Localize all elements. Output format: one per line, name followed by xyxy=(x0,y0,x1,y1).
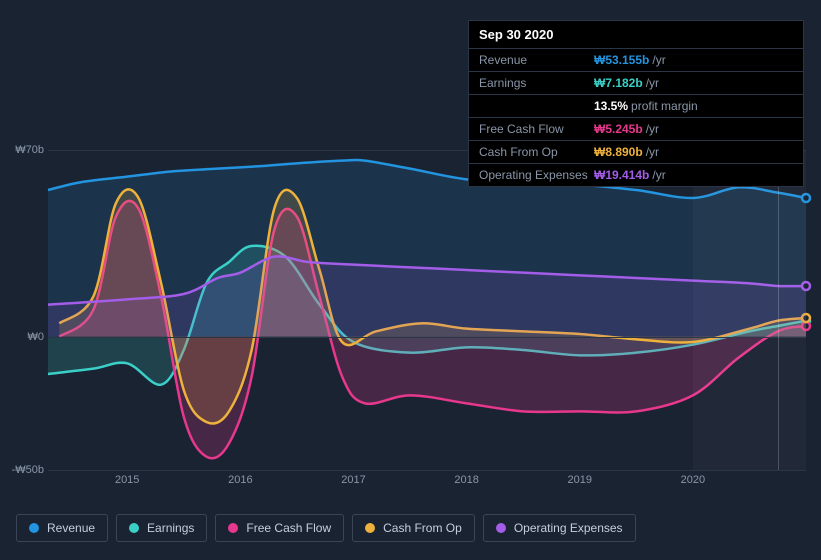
legend-label: Revenue xyxy=(47,521,95,535)
plot-area[interactable] xyxy=(48,150,806,470)
y-axis: ₩70b₩0-₩50b xyxy=(0,150,48,470)
x-tick: 2016 xyxy=(228,474,252,486)
forecast-band xyxy=(693,150,806,470)
legend-item-opex[interactable]: Operating Expenses xyxy=(483,514,636,542)
cursor-line xyxy=(778,150,779,470)
tooltip-row: Free Cash Flow₩5.245b /yr xyxy=(469,118,803,141)
x-tick: 2020 xyxy=(681,474,705,486)
tooltip-suffix: /yr xyxy=(652,53,665,67)
y-tick: ₩0 xyxy=(28,331,45,343)
tooltip-value: 13.5% xyxy=(594,99,628,113)
tooltip-suffix: /yr xyxy=(646,76,659,90)
legend-item-cfo[interactable]: Cash From Op xyxy=(352,514,475,542)
financial-chart: ₩70b₩0-₩50b 2015 2016 2017 2018 2019 2020 xyxy=(0,150,821,510)
y-tick: ₩70b xyxy=(15,144,44,156)
tooltip-date: Sep 30 2020 xyxy=(469,21,803,49)
tooltip-suffix: /yr xyxy=(646,145,659,159)
x-tick: 2015 xyxy=(115,474,139,486)
tooltip-value: ₩19.414b xyxy=(594,168,649,182)
tooltip-row: Revenue₩53.155b /yr xyxy=(469,49,803,72)
tooltip-label: Revenue xyxy=(479,53,594,67)
legend-item-revenue[interactable]: Revenue xyxy=(16,514,108,542)
tooltip-value: ₩7.182b xyxy=(594,76,643,90)
x-tick: 2018 xyxy=(454,474,478,486)
legend-dot-icon xyxy=(365,523,375,533)
tooltip-row: 13.5% profit margin xyxy=(469,95,803,118)
x-axis: 2015 2016 2017 2018 2019 2020 xyxy=(48,474,806,494)
gridline xyxy=(48,470,806,471)
legend-dot-icon xyxy=(29,523,39,533)
tooltip-label: Earnings xyxy=(479,76,594,90)
x-tick: 2019 xyxy=(567,474,591,486)
legend-item-fcf[interactable]: Free Cash Flow xyxy=(215,514,344,542)
tooltip-value: ₩53.155b xyxy=(594,53,649,67)
tooltip-row: Cash From Op₩8.890b /yr xyxy=(469,141,803,164)
legend-dot-icon xyxy=(228,523,238,533)
tooltip-label: Free Cash Flow xyxy=(479,122,594,136)
data-tooltip: Sep 30 2020 Revenue₩53.155b /yrEarnings₩… xyxy=(468,20,804,187)
legend-label: Free Cash Flow xyxy=(246,521,331,535)
tooltip-suffix: /yr xyxy=(646,122,659,136)
tooltip-suffix: profit margin xyxy=(631,99,698,113)
x-tick: 2017 xyxy=(341,474,365,486)
tooltip-label: Operating Expenses xyxy=(479,168,594,182)
legend-label: Cash From Op xyxy=(383,521,462,535)
tooltip-label: Cash From Op xyxy=(479,145,594,159)
tooltip-value: ₩5.245b xyxy=(594,122,643,136)
chart-legend: Revenue Earnings Free Cash Flow Cash From O… xyxy=(16,514,636,542)
tooltip-suffix: /yr xyxy=(652,168,665,182)
tooltip-row: Operating Expenses₩19.414b /yr xyxy=(469,164,803,186)
legend-label: Earnings xyxy=(147,521,194,535)
legend-item-earnings[interactable]: Earnings xyxy=(116,514,207,542)
y-tick: -₩50b xyxy=(12,464,44,476)
tooltip-row: Earnings₩7.182b /yr xyxy=(469,72,803,95)
tooltip-value: ₩8.890b xyxy=(594,145,643,159)
legend-dot-icon xyxy=(129,523,139,533)
legend-dot-icon xyxy=(496,523,506,533)
legend-label: Operating Expenses xyxy=(514,521,623,535)
